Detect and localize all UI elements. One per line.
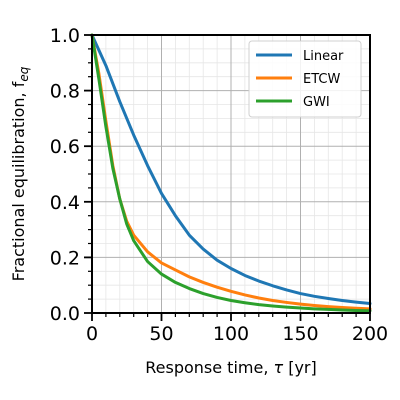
x-tick-label: 50: [149, 323, 173, 345]
x-tick-label: 200: [352, 323, 388, 345]
y-axis-title-subscript: eq: [17, 66, 31, 81]
y-tick-label: 0.0: [50, 303, 80, 325]
legend-label-gwi: GWI: [303, 95, 330, 110]
x-axis-title-tau: τ: [273, 358, 283, 377]
x-tick-label: 150: [282, 323, 318, 345]
x-tick-label: 100: [213, 323, 249, 345]
legend-label-etcw: ETCW: [303, 72, 340, 87]
x-axis-title: Response time, τ [yr]: [145, 358, 317, 377]
y-tick-label: 0.6: [50, 136, 80, 158]
legend-label-linear: Linear: [303, 49, 344, 64]
y-axis-title-main: Fractional equilibration, f: [9, 81, 28, 281]
legend: Linear ETCW GWI: [249, 41, 361, 117]
x-tick-label: 0: [86, 323, 98, 345]
y-tick-label: 0.8: [50, 81, 80, 103]
x-axis-title-part: Response time,: [145, 358, 273, 377]
y-tick-label: 0.4: [50, 192, 80, 214]
y-axis-title: Fractional equilibration, feq: [9, 66, 31, 281]
y-tick-label: 1.0: [50, 25, 80, 47]
y-tick-label: 0.2: [50, 247, 80, 269]
x-axis-title-part: [yr]: [283, 358, 317, 377]
